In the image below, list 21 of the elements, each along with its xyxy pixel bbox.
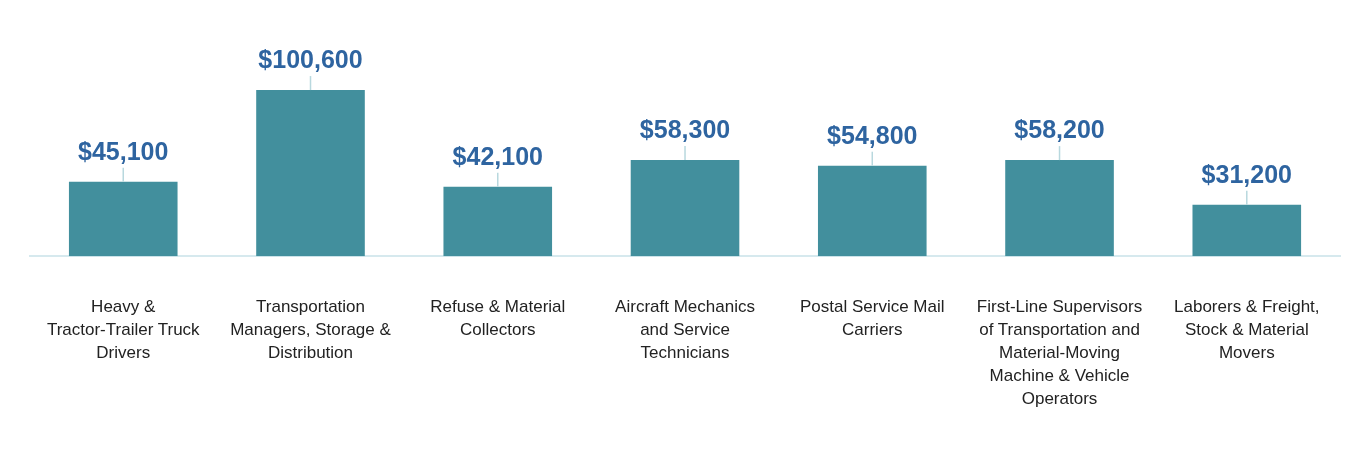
bar <box>256 90 365 257</box>
bar <box>1192 204 1302 257</box>
x-tick-label: Refuse & Material Collectors <box>430 297 566 340</box>
data-label: $100,600 <box>258 45 363 74</box>
data-label: $31,200 <box>1201 160 1292 189</box>
bar <box>817 165 927 257</box>
x-tick-label: Laborers & Freight, Stock & Material Movers <box>1174 297 1320 363</box>
data-label: $42,100 <box>452 142 543 171</box>
data-label: $54,800 <box>827 121 918 150</box>
x-tick-label: Aircraft Mechanics and Service Technicians <box>615 297 755 363</box>
bar <box>443 186 553 257</box>
data-label: $58,300 <box>639 115 731 144</box>
x-tick-label: First-Line Supervisors of Transportation and Material-Moving Machine & Vehicle Operators <box>976 297 1143 409</box>
bar <box>1005 160 1114 257</box>
bar <box>68 181 178 257</box>
x-tick-label: Postal Service Mail Carriers <box>799 297 945 340</box>
data-label: $45,100 <box>78 137 169 166</box>
data-label: $58,200 <box>1014 115 1105 144</box>
x-tick-label: Transportation Managers, Storage & Distribution <box>230 297 392 363</box>
bar <box>630 159 740 257</box>
x-tick-label: Heavy & Tractor-Trailer Truck Drivers <box>46 297 201 363</box>
